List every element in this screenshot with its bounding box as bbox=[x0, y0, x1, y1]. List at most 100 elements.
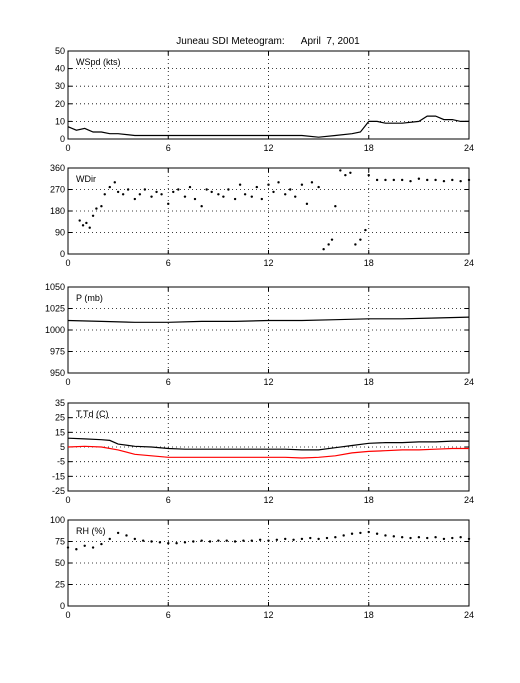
data-point bbox=[143, 188, 147, 191]
data-point bbox=[400, 536, 404, 539]
figure-title: Juneau SDI Meteogram: April 7, 2001 bbox=[176, 36, 360, 47]
panel-label: WDir bbox=[76, 174, 96, 184]
data-point bbox=[200, 205, 203, 208]
data-point bbox=[426, 178, 429, 182]
data-point bbox=[267, 183, 270, 186]
data-point bbox=[309, 536, 312, 540]
data-point bbox=[108, 537, 111, 541]
y-tick-label: 0 bbox=[60, 601, 65, 611]
y-tick-label: 975 bbox=[50, 347, 65, 357]
y-tick-label: 25 bbox=[55, 413, 65, 423]
data-point bbox=[150, 195, 153, 198]
x-tick-label: 24 bbox=[464, 258, 474, 268]
x-tick-label: 24 bbox=[464, 495, 474, 505]
data-point bbox=[116, 531, 120, 535]
y-tick-label: 5 bbox=[60, 442, 65, 452]
data-point bbox=[392, 178, 396, 182]
data-point bbox=[354, 243, 357, 246]
panel-4: 0 6 12 18 24 0 25 50 75 100 RH (%) bbox=[50, 515, 474, 620]
data-point bbox=[155, 190, 158, 194]
data-point bbox=[322, 248, 325, 251]
data-point bbox=[125, 534, 128, 537]
data-point bbox=[359, 238, 362, 241]
data-point bbox=[267, 539, 270, 542]
panel-label: WSpd (kts) bbox=[76, 57, 121, 67]
data-point bbox=[392, 535, 396, 538]
x-tick-label: 18 bbox=[364, 143, 374, 153]
x-tick-label: 6 bbox=[166, 610, 171, 620]
panel-1: 0 6 12 18 24 0 90 180 270 360 WDir bbox=[50, 163, 474, 268]
data-point bbox=[359, 531, 362, 535]
data-point bbox=[183, 195, 187, 198]
x-tick-label: 24 bbox=[464, 143, 474, 153]
data-point bbox=[250, 539, 253, 542]
data-point bbox=[442, 179, 446, 183]
data-point bbox=[467, 537, 471, 541]
x-tick-label: 6 bbox=[166, 258, 171, 268]
data-point bbox=[250, 195, 253, 198]
data-point bbox=[292, 538, 295, 541]
data-point bbox=[325, 536, 329, 540]
data-point bbox=[210, 190, 213, 194]
data-point bbox=[133, 197, 137, 201]
y-tick-label: 75 bbox=[55, 537, 65, 547]
panel-label: RH (%) bbox=[76, 526, 106, 536]
x-tick-label: 0 bbox=[65, 143, 70, 153]
data-point bbox=[310, 181, 314, 184]
y-tick-label: 35 bbox=[55, 398, 65, 408]
data-point bbox=[417, 536, 421, 539]
data-point bbox=[167, 202, 170, 206]
data-point bbox=[327, 243, 330, 246]
data-point bbox=[225, 539, 228, 542]
data-point bbox=[121, 193, 125, 196]
data-point bbox=[384, 534, 387, 537]
data-point bbox=[200, 539, 203, 542]
y-tick-label: 1000 bbox=[45, 325, 65, 335]
data-point bbox=[459, 179, 462, 183]
data-point bbox=[222, 195, 225, 198]
y-tick-label: 360 bbox=[50, 163, 65, 173]
data-point bbox=[192, 540, 195, 543]
data-point bbox=[83, 544, 86, 547]
data-point bbox=[126, 188, 130, 191]
data-point bbox=[384, 178, 387, 182]
data-point bbox=[193, 197, 197, 201]
data-point bbox=[284, 193, 287, 196]
data-point bbox=[113, 181, 116, 184]
y-tick-label: 950 bbox=[50, 368, 65, 378]
y-tick-label: 180 bbox=[50, 206, 65, 216]
y-tick-label: 1050 bbox=[45, 282, 65, 292]
data-point bbox=[177, 188, 180, 191]
data-point bbox=[208, 540, 212, 543]
data-point bbox=[409, 536, 412, 540]
data-point bbox=[294, 195, 297, 198]
data-point bbox=[364, 228, 367, 232]
data-point bbox=[91, 546, 95, 549]
y-tick-label: 90 bbox=[55, 228, 65, 238]
data-point bbox=[330, 238, 334, 241]
data-point bbox=[289, 188, 292, 191]
data-point bbox=[175, 542, 178, 545]
data-point bbox=[451, 178, 454, 182]
data-point bbox=[417, 177, 421, 180]
data-point bbox=[339, 169, 342, 172]
y-tick-label: 25 bbox=[55, 580, 65, 590]
data-point bbox=[103, 193, 106, 196]
data-point bbox=[255, 185, 259, 189]
y-tick-label: -15 bbox=[52, 471, 65, 481]
data-point bbox=[375, 532, 379, 535]
x-tick-label: 18 bbox=[364, 610, 374, 620]
data-point bbox=[400, 178, 404, 182]
data-point bbox=[349, 171, 352, 174]
data-point bbox=[258, 538, 262, 541]
data-point bbox=[108, 185, 111, 189]
data-point bbox=[167, 542, 170, 545]
data-point bbox=[217, 193, 220, 196]
data-point bbox=[81, 224, 85, 227]
y-tick-label: 50 bbox=[55, 558, 65, 568]
data-point bbox=[367, 530, 370, 534]
x-tick-label: 18 bbox=[364, 495, 374, 505]
panel-0: 0 6 12 18 24 0 10 20 30 40 50 WSpd (kts) bbox=[55, 46, 474, 153]
x-tick-label: 18 bbox=[364, 377, 374, 387]
